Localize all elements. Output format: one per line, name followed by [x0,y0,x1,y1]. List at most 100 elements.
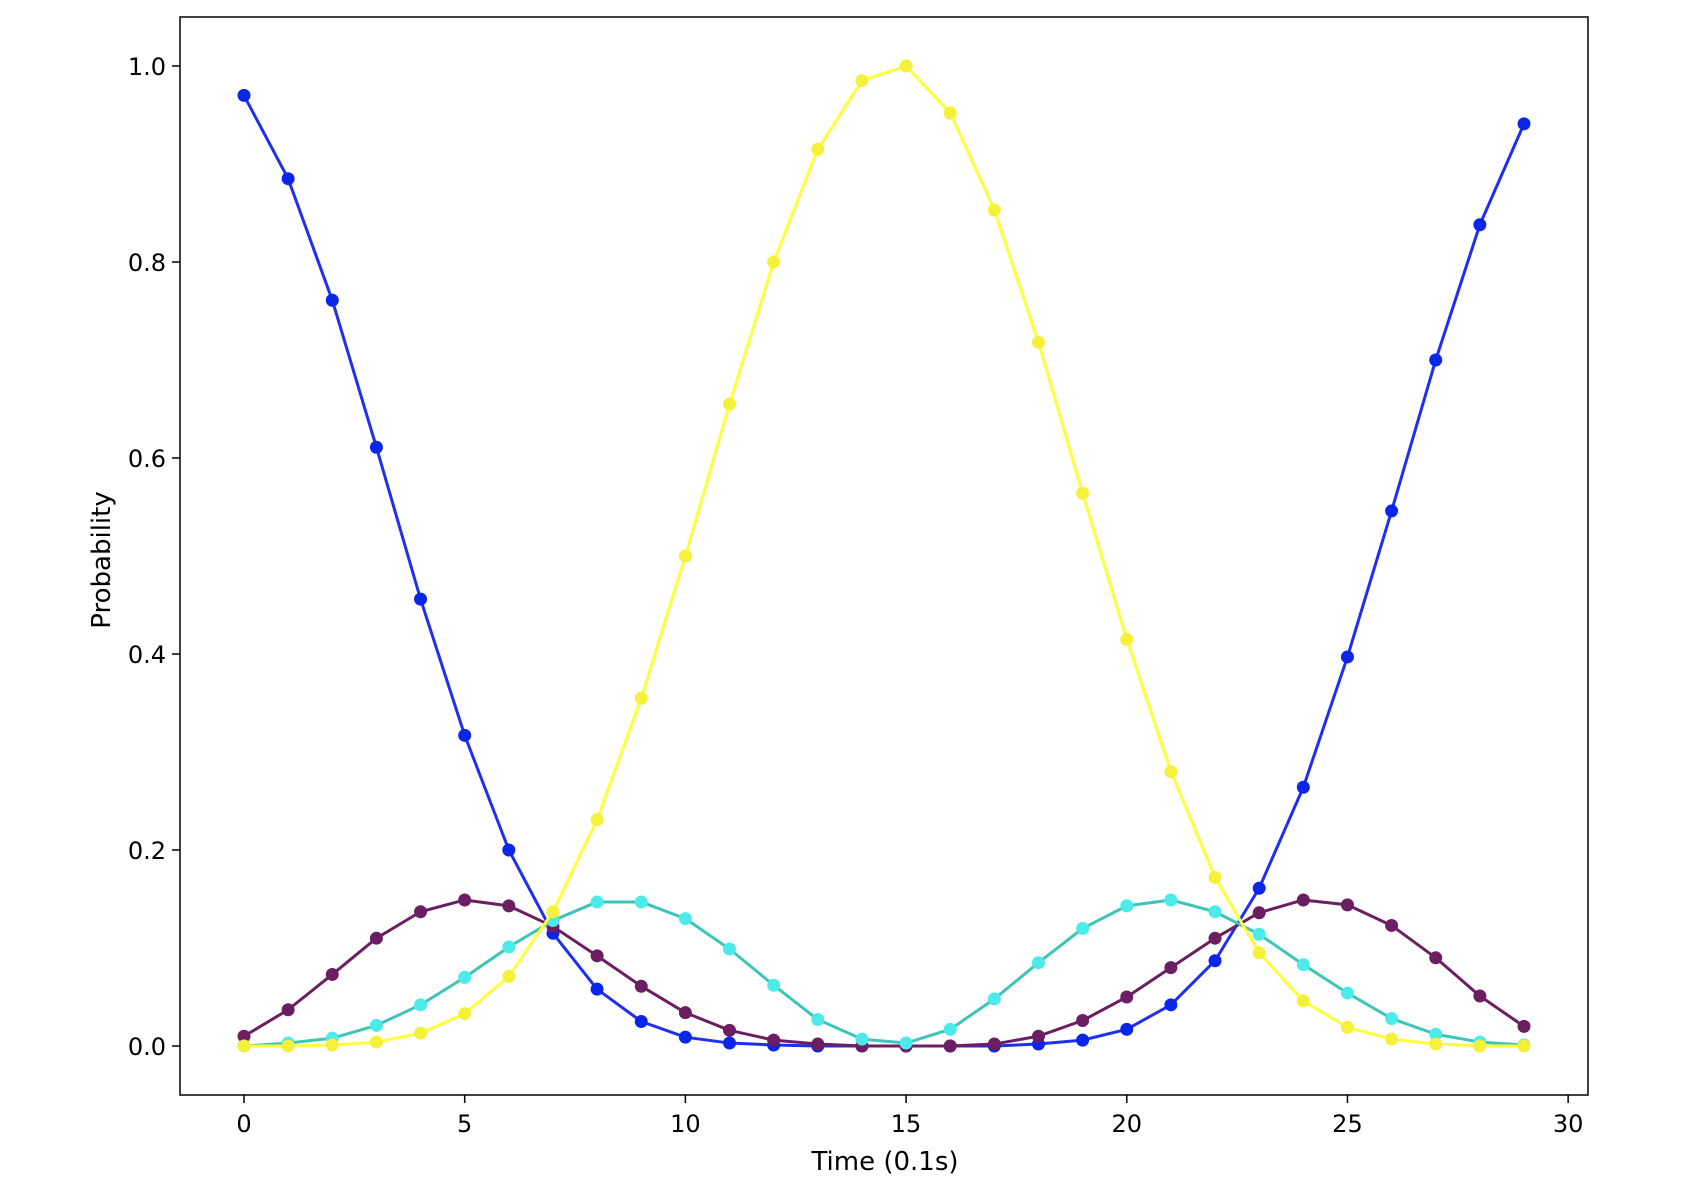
series-4-point [1429,1037,1443,1051]
series-3-point [458,970,472,984]
series-2-line [243,898,1525,1048]
series-2-point [943,1039,957,1053]
series-3-point [1208,905,1222,919]
series-1-point [678,1030,692,1044]
series-1-point [325,293,339,307]
series-3-point [899,1036,913,1050]
series-4-point [767,255,781,269]
series-4-point [1208,870,1222,884]
series-3-point [943,1022,957,1036]
series-2-point [590,949,604,963]
series-4-point [1385,1032,1399,1046]
series-4-point [369,1035,383,1049]
series-2-point [767,1033,781,1047]
series-4-point [1120,632,1134,646]
series-4-point [502,969,516,983]
series-2-point [678,1006,692,1020]
series-4-point [678,549,692,563]
series-1-point [1385,504,1399,518]
series-1-point [458,728,472,742]
series-4-point [811,142,825,156]
series-1-point [1517,117,1531,131]
series-1-point [237,88,251,102]
series-4-point [1517,1039,1531,1053]
series-2-point [987,1037,1001,1051]
series-1-point [414,592,428,606]
series-2-point [811,1037,825,1051]
series-2-point [1340,898,1354,912]
series-2-point [502,899,516,913]
series-3-point [678,912,692,926]
series-2-point [1517,1019,1531,1033]
series-1-point [1120,1022,1134,1036]
series-2-point [1473,989,1487,1003]
y-tick-label: 1.0 [128,53,166,81]
series-4-point [855,74,869,88]
series-4-point [458,1007,472,1021]
series-2-point [1208,931,1222,945]
series-4-point [1473,1039,1487,1053]
series-1-point [723,1036,737,1050]
series-1-point [281,172,295,186]
series-1-point [369,440,383,454]
series-3-point [1164,893,1178,907]
series-2-point [237,1029,251,1043]
series-3-point [1385,1012,1399,1026]
series-3-point [811,1013,825,1027]
series-2-point [281,1003,295,1017]
series-3-point [369,1018,383,1032]
series-3-point [634,895,648,909]
x-tick-label: 25 [1332,1110,1363,1138]
series-2-point [1031,1029,1045,1043]
series-2-point [1429,951,1443,965]
x-tick-label: 15 [891,1110,922,1138]
series-4-point [590,813,604,827]
series-1-point [1473,218,1487,232]
series-4-point [1031,335,1045,349]
x-axis-title: Time (0.1s) [810,1147,958,1177]
series-2-point [1120,990,1134,1004]
series-3-line [243,898,1525,1048]
y-axis-title: Probability [87,491,117,628]
series-4-point [325,1038,339,1052]
y-tick-label: 0.4 [128,641,166,669]
series-4-point [414,1026,428,1040]
series-3-point [1120,899,1134,913]
series-1-point [1296,780,1310,794]
series-1-point [1208,954,1222,968]
x-tick-label: 0 [236,1110,251,1138]
x-tick-label: 5 [457,1110,472,1138]
series-2-point [1252,906,1266,920]
series-1-point [502,843,516,857]
series-2-point [634,979,648,993]
series-2-point [369,931,383,945]
x-tick-label: 30 [1553,1110,1584,1138]
series-1-point [590,982,604,996]
x-tick-label: 20 [1111,1110,1142,1138]
plot-frame [179,16,1589,1096]
series-2-point [414,905,428,919]
series-2-point [723,1023,737,1037]
series-2-point [1296,893,1310,907]
x-tick-label: 10 [670,1110,701,1138]
series-3-point [414,998,428,1012]
series-3-point [1296,958,1310,972]
series-4-point [1076,486,1090,500]
series-2 [237,893,1531,1053]
series-3-point [767,978,781,992]
series-1-point [1340,650,1354,664]
series-2-point [325,967,339,981]
series-4-point [546,905,560,919]
series-4-point [987,203,1001,217]
series-4-point [1296,994,1310,1008]
series-1-point [634,1015,648,1028]
series-3-point [502,940,516,954]
series-4-point [281,1039,295,1053]
series-2-point [1385,918,1399,932]
series-2-point [1164,961,1178,975]
plot-area [237,59,1531,1053]
series-4-point [237,1039,251,1053]
y-tick-label: 0.6 [128,445,166,473]
